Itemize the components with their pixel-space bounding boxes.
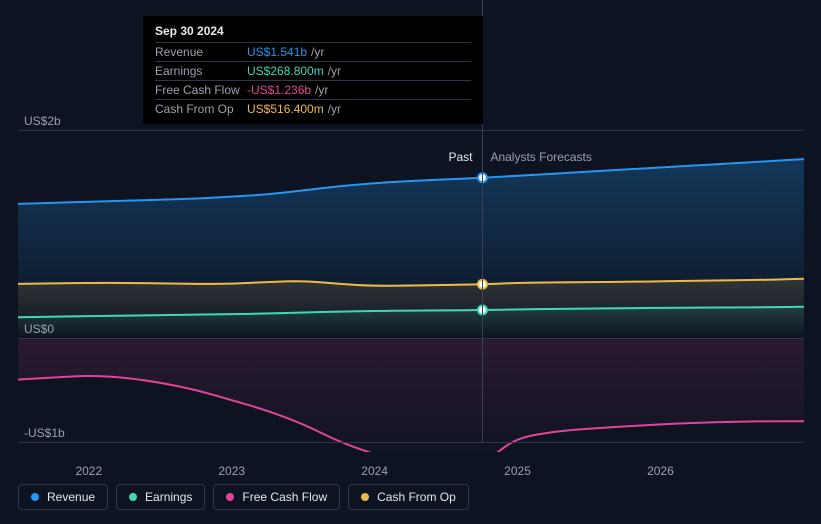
tooltip-row-value: -US$1.236b [247,83,311,97]
tooltip-row-unit: /yr [328,64,341,78]
x-axis-label: 2023 [218,464,245,478]
legend-dot-icon [361,493,369,501]
tooltip-row-unit: /yr [311,45,324,59]
legend-item-label: Earnings [145,490,192,504]
legend-dot-icon [226,493,234,501]
x-axis-label: 2025 [504,464,531,478]
tooltip-row-unit: /yr [315,83,328,97]
y-axis-label: -US$1b [24,426,65,440]
tooltip-row-key: Cash From Op [155,102,247,116]
tooltip-row: RevenueUS$1.541b/yr [155,42,471,61]
legend-dot-icon [129,493,137,501]
tooltip-row-key: Earnings [155,64,247,78]
legend-item-cash_from_op[interactable]: Cash From Op [348,484,469,510]
legend-item-revenue[interactable]: Revenue [18,484,108,510]
tooltip-row-key: Revenue [155,45,247,59]
legend-item-label: Free Cash Flow [242,490,327,504]
legend-item-earnings[interactable]: Earnings [116,484,205,510]
tooltip-row: Cash From OpUS$516.400m/yr [155,99,471,118]
chart-legend: Revenue Earnings Free Cash Flow Cash From O… [18,484,469,510]
tooltip-row-value: US$516.400m [247,102,324,116]
tooltip-row-value: US$268.800m [247,64,324,78]
legend-item-label: Cash From Op [377,490,456,504]
x-axis-label: 2026 [647,464,674,478]
forecast-section-label: Analysts Forecasts [490,150,591,164]
tooltip-row: EarningsUS$268.800m/yr [155,61,471,80]
legend-item-label: Revenue [47,490,95,504]
tooltip-row-key: Free Cash Flow [155,83,247,97]
x-axis-label: 2022 [75,464,102,478]
past-section-label: Past [448,150,472,164]
tooltip-row-unit: /yr [328,102,341,116]
tooltip-row-value: US$1.541b [247,45,307,59]
tooltip-date: Sep 30 2024 [155,24,471,38]
y-gridline [18,130,804,131]
tooltip-row: Free Cash Flow-US$1.236b/yr [155,80,471,99]
financials-chart: US$2b US$0 -US$1b 2022 2023 2024 2025 2026 Past A… [18,0,804,478]
y-gridline [18,338,804,339]
x-axis-label: 2024 [361,464,388,478]
chart-tooltip: Sep 30 2024 RevenueUS$1.541b/yrEarningsU… [143,16,483,124]
y-gridline [18,442,804,443]
y-axis-label: US$0 [24,322,54,336]
legend-dot-icon [31,493,39,501]
legend-item-free_cash_flow[interactable]: Free Cash Flow [213,484,340,510]
y-axis-label: US$2b [24,114,61,128]
series-area-free_cash_flow [18,338,804,452]
